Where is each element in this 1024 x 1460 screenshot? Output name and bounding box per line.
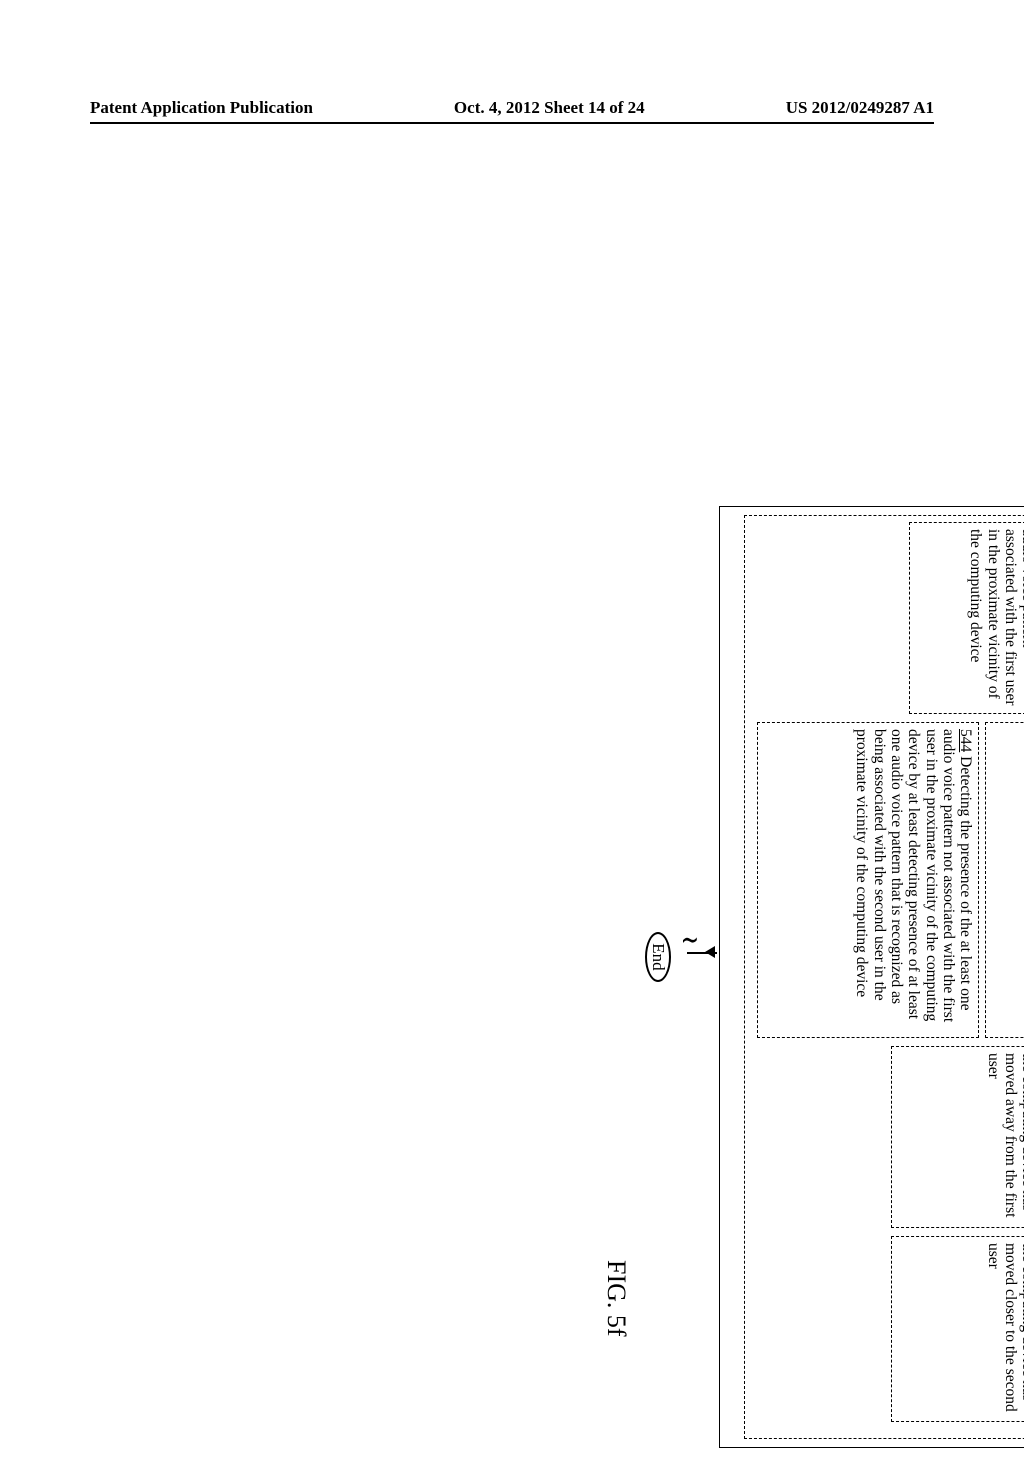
step-text: Detecting the presence of the at least o…: [853, 729, 974, 1022]
step-541: 541 Determining that the computing devic…: [744, 515, 1024, 1439]
header-center: Oct. 4, 2012 Sheet 14 of 24: [454, 98, 645, 118]
break-icon: ≀: [677, 934, 703, 946]
col-543-544: 543 Detecting the presence or absence of…: [745, 722, 1024, 1038]
step-ref: 544: [957, 729, 974, 752]
end-node: End: [645, 932, 671, 982]
page-header: Patent Application Publication Oct. 4, 2…: [90, 98, 934, 118]
step-text: Detecting the presence or absence of the…: [967, 529, 1024, 706]
header-rule: [90, 122, 934, 124]
header-right: US 2012/0249287 A1: [786, 98, 934, 118]
figure-label: FIG. 5f: [601, 1260, 631, 1337]
step-544: 544 Detecting the presence of the at lea…: [757, 722, 979, 1038]
step-545: 545 Detecting the presence or absence of…: [891, 1046, 1024, 1228]
step-text: Detecting the presence or absence of the…: [985, 1243, 1024, 1412]
step-546: 546 Detecting the presence or absence of…: [891, 1236, 1024, 1422]
step-402: 402 Determining that a computing device …: [719, 506, 1024, 1448]
header-left: Patent Application Publication: [90, 98, 313, 118]
inner-row: 542 Detecting the presence or absence of…: [745, 522, 1024, 1432]
step-542: 542 Detecting the presence or absence of…: [909, 522, 1024, 714]
flowchart: Start 402 Determining that a computing d…: [655, 500, 1024, 1460]
page: Patent Application Publication Oct. 4, 2…: [0, 0, 1024, 1320]
step-text: Detecting the presence or absence of the…: [985, 1053, 1024, 1221]
arrow-icon: [687, 952, 717, 954]
step-543: 543 Detecting the presence or absence of…: [985, 722, 1024, 1038]
